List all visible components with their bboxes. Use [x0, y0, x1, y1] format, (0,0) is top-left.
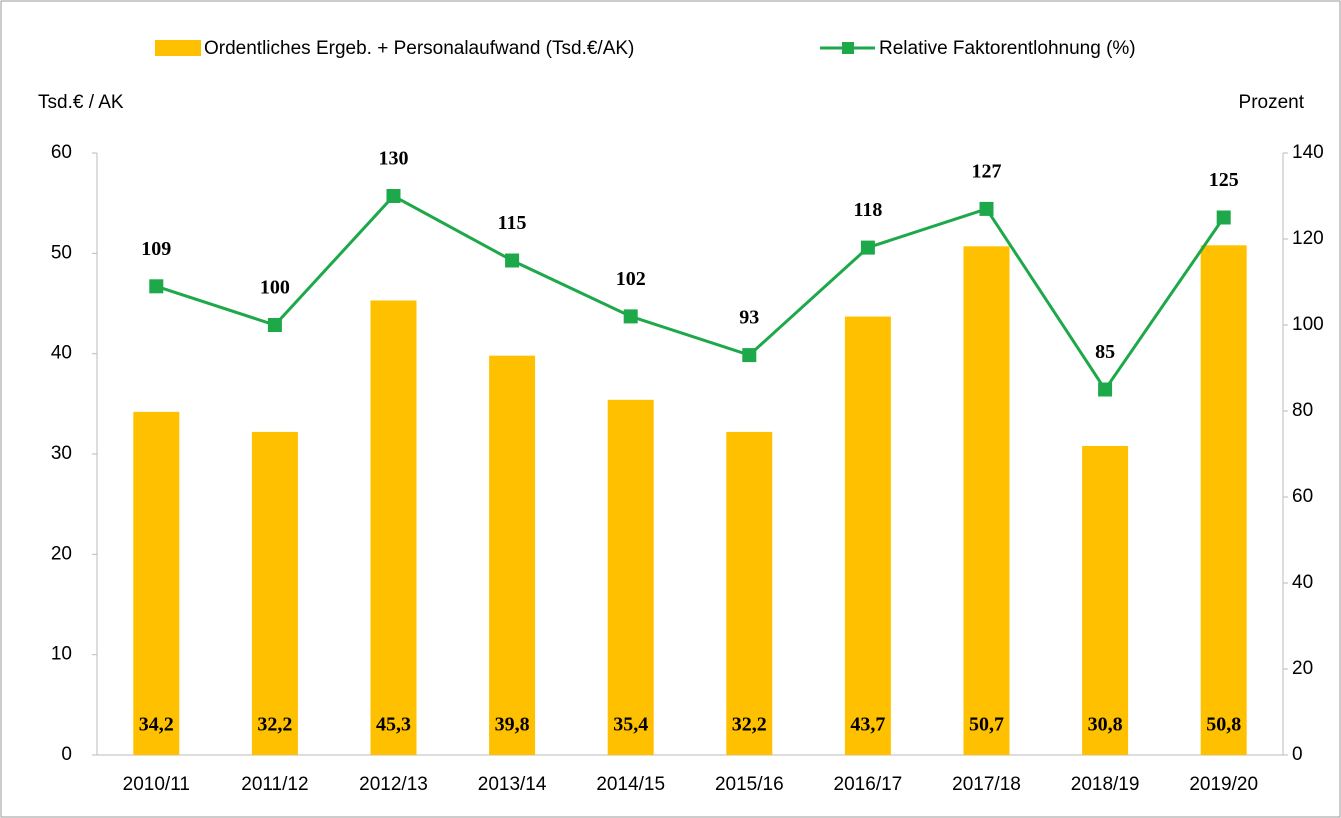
bar-value-label: 50,8 [1206, 714, 1241, 736]
bar [607, 399, 654, 755]
y-tick-label: 0 [61, 744, 72, 765]
x-tick-label: 2011/12 [241, 774, 308, 795]
y2-tick-label: 100 [1292, 314, 1324, 335]
line-marker [1098, 382, 1113, 397]
line-value-label: 127 [972, 160, 1002, 182]
line-value-label: 93 [739, 307, 759, 329]
line-value-label: 130 [379, 148, 409, 170]
bar [1082, 445, 1129, 755]
y2-tick-label: 60 [1292, 486, 1313, 507]
bar [251, 431, 298, 755]
x-tick-label: 2016/17 [834, 774, 903, 795]
line-value-label: 102 [616, 268, 646, 290]
line-marker [505, 253, 520, 268]
line-value-label: 125 [1209, 169, 1239, 191]
line-marker [1216, 210, 1231, 225]
y2-tick-label: 120 [1292, 228, 1324, 249]
bar-value-label: 32,2 [257, 714, 292, 736]
x-tick-label: 2019/20 [1189, 774, 1258, 795]
y-tick-label: 30 [51, 443, 72, 464]
y-tick-label: 20 [51, 543, 72, 564]
line-marker [267, 318, 282, 332]
x-tick-label: 2014/15 [596, 774, 665, 795]
line-value-label: 100 [260, 277, 290, 299]
legend-marker [842, 42, 854, 54]
x-tick-label: 2018/19 [1071, 774, 1140, 795]
x-tick-label: 2015/16 [715, 774, 784, 795]
bar [489, 355, 536, 755]
y-tick-label: 60 [51, 142, 72, 163]
x-tick-label: 2013/14 [478, 774, 547, 795]
y2-tick-label: 140 [1292, 142, 1324, 163]
bar-value-label: 50,7 [969, 714, 1004, 736]
line-marker [386, 189, 401, 203]
legend-label: Ordentliches Ergeb. + Personalaufwand (T… [204, 38, 634, 59]
bar-value-label: 34,2 [139, 714, 174, 736]
y-tick-label: 10 [51, 644, 72, 665]
x-tick-label: 2012/13 [359, 774, 428, 795]
bar-value-label: 32,2 [732, 714, 767, 736]
y-axis-label: Tsd.€ / AK [38, 92, 124, 113]
bar-value-label: 30,8 [1088, 714, 1123, 736]
bar [133, 411, 180, 755]
bar-value-label: 43,7 [850, 714, 885, 736]
y2-tick-label: 80 [1292, 400, 1313, 421]
y-tick-label: 50 [51, 242, 72, 263]
y2-axis-label: Prozent [1239, 92, 1305, 113]
bar [963, 246, 1010, 755]
y2-tick-label: 40 [1292, 572, 1313, 593]
x-tick-label: 2017/18 [952, 774, 1021, 795]
x-tick-label: 2010/11 [123, 774, 190, 795]
bar-value-label: 45,3 [376, 714, 411, 736]
line-marker [742, 348, 757, 363]
bar [726, 431, 773, 755]
y-tick-label: 40 [51, 343, 72, 364]
y2-tick-label: 20 [1292, 658, 1313, 679]
legend-swatch [155, 40, 201, 56]
legend-label: Relative Faktorentlohnung (%) [879, 38, 1136, 59]
line-value-label: 85 [1095, 341, 1115, 363]
bar [1200, 245, 1247, 755]
line-value-label: 109 [141, 238, 171, 260]
line-marker [979, 201, 994, 216]
y2-tick-label: 0 [1292, 744, 1303, 765]
line-marker [860, 240, 875, 255]
line-value-label: 115 [498, 212, 527, 234]
line-marker [149, 279, 164, 294]
bar [370, 300, 417, 755]
bar-value-label: 35,4 [613, 714, 648, 736]
line-value-label: 118 [853, 199, 882, 221]
line [155, 194, 1225, 393]
line-marker [623, 309, 638, 324]
bar [844, 316, 891, 755]
bar-value-label: 39,8 [495, 714, 530, 736]
